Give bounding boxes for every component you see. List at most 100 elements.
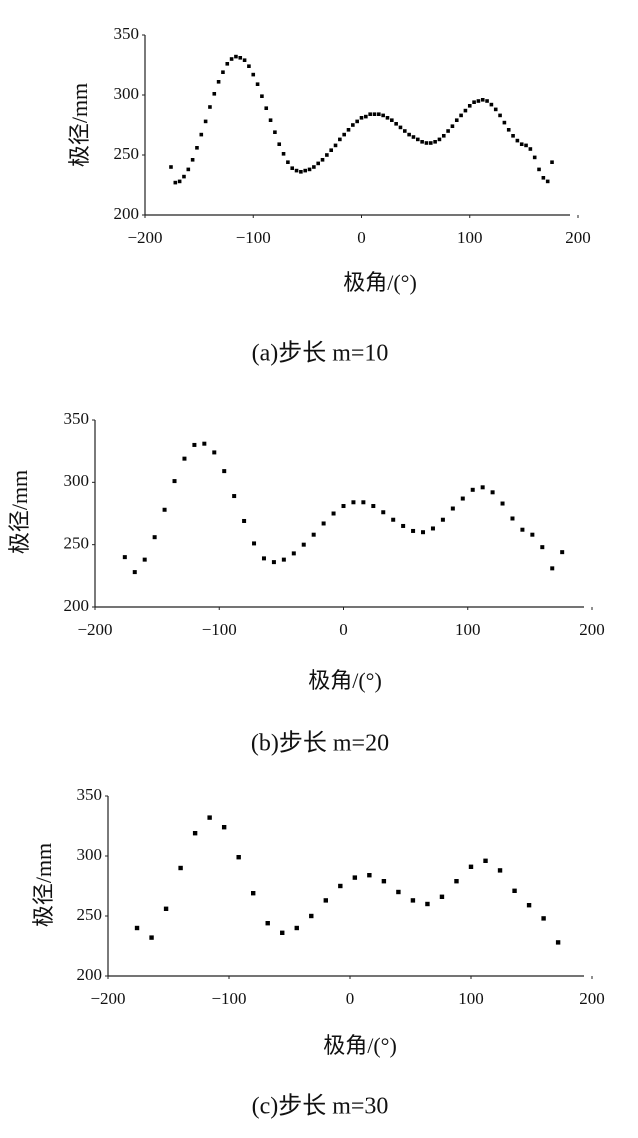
point bbox=[271, 560, 276, 565]
point bbox=[307, 167, 312, 172]
x-tick-label: 200 bbox=[579, 989, 605, 1008]
x-tick-label: 100 bbox=[457, 228, 483, 247]
point bbox=[526, 903, 532, 908]
point bbox=[255, 82, 260, 86]
point bbox=[323, 898, 328, 903]
point bbox=[277, 142, 282, 146]
panel: 200 250 300 350 −200 −100 0 100 200 极径/mm 极角/(°) (a… bbox=[67, 24, 591, 367]
y-tick-label: 250 bbox=[114, 144, 140, 163]
x-tick-label: 100 bbox=[458, 989, 484, 1008]
point bbox=[381, 510, 386, 515]
point bbox=[234, 54, 238, 59]
point bbox=[294, 168, 299, 173]
point bbox=[540, 545, 545, 550]
point bbox=[437, 137, 442, 142]
point bbox=[560, 550, 565, 555]
point bbox=[519, 142, 524, 146]
point bbox=[424, 141, 429, 145]
y-axis-label: 极径/mm bbox=[7, 470, 32, 554]
point bbox=[450, 124, 455, 128]
point bbox=[411, 528, 416, 533]
point bbox=[242, 58, 247, 62]
point bbox=[203, 119, 208, 124]
y-tick-label: 350 bbox=[114, 24, 140, 43]
point bbox=[299, 170, 303, 174]
x-tick-label: −200 bbox=[127, 228, 162, 247]
point bbox=[311, 532, 316, 537]
point bbox=[341, 504, 346, 509]
point bbox=[498, 113, 502, 118]
point bbox=[524, 143, 528, 148]
point bbox=[454, 879, 459, 884]
point bbox=[454, 118, 459, 122]
point bbox=[470, 487, 475, 492]
x-tick-label: 0 bbox=[357, 228, 366, 247]
x-tick-label: −200 bbox=[90, 989, 125, 1008]
point bbox=[555, 940, 561, 945]
x-tick-label: −100 bbox=[202, 620, 237, 639]
point bbox=[472, 100, 476, 104]
point bbox=[320, 158, 325, 162]
x-tick-label: 200 bbox=[579, 620, 605, 639]
point bbox=[221, 70, 225, 74]
point bbox=[483, 858, 488, 863]
point bbox=[222, 469, 227, 474]
point bbox=[236, 855, 241, 860]
point bbox=[485, 99, 489, 103]
point bbox=[550, 160, 554, 164]
point bbox=[186, 167, 191, 172]
x-tick-label: −100 bbox=[211, 989, 246, 1008]
point bbox=[520, 527, 525, 532]
x-tick-label: 200 bbox=[565, 228, 591, 247]
point bbox=[303, 168, 308, 173]
point bbox=[182, 456, 187, 461]
caption: (b)步长 m=20 bbox=[251, 730, 389, 757]
point bbox=[252, 541, 257, 546]
point bbox=[377, 112, 381, 116]
point bbox=[132, 570, 137, 575]
point bbox=[398, 125, 403, 130]
point bbox=[512, 888, 517, 893]
point bbox=[329, 148, 333, 152]
point bbox=[355, 119, 359, 124]
point bbox=[541, 176, 546, 180]
point bbox=[281, 152, 286, 156]
point bbox=[291, 551, 296, 556]
point bbox=[178, 865, 183, 871]
point bbox=[142, 557, 147, 562]
point bbox=[216, 80, 221, 84]
point bbox=[134, 925, 140, 931]
y-tick-label: 300 bbox=[114, 84, 140, 103]
point bbox=[441, 134, 446, 138]
point bbox=[530, 532, 535, 537]
point bbox=[420, 140, 424, 144]
point bbox=[321, 521, 326, 526]
point bbox=[489, 102, 494, 107]
point bbox=[528, 147, 533, 151]
point bbox=[421, 530, 426, 535]
x-tick-label: 0 bbox=[346, 989, 355, 1008]
point bbox=[173, 180, 178, 185]
point bbox=[480, 485, 485, 490]
point bbox=[331, 511, 336, 516]
point bbox=[338, 137, 342, 142]
x-tick-label: −200 bbox=[77, 620, 112, 639]
point bbox=[493, 107, 498, 112]
point bbox=[122, 555, 127, 560]
point bbox=[242, 518, 247, 523]
point bbox=[440, 517, 445, 522]
point bbox=[261, 556, 266, 561]
y-tick-label: 350 bbox=[64, 409, 90, 428]
point bbox=[361, 500, 366, 505]
y-axis-label: 极径/mm bbox=[67, 83, 92, 167]
point bbox=[352, 875, 358, 880]
x-axis-label: 极角/(°) bbox=[343, 270, 417, 295]
point bbox=[163, 906, 169, 911]
point bbox=[545, 179, 550, 184]
point bbox=[433, 140, 437, 144]
point bbox=[333, 143, 338, 148]
point bbox=[385, 116, 390, 120]
point bbox=[364, 114, 368, 119]
x-axis-label: 极角/(°) bbox=[323, 1033, 397, 1058]
point bbox=[510, 516, 515, 521]
